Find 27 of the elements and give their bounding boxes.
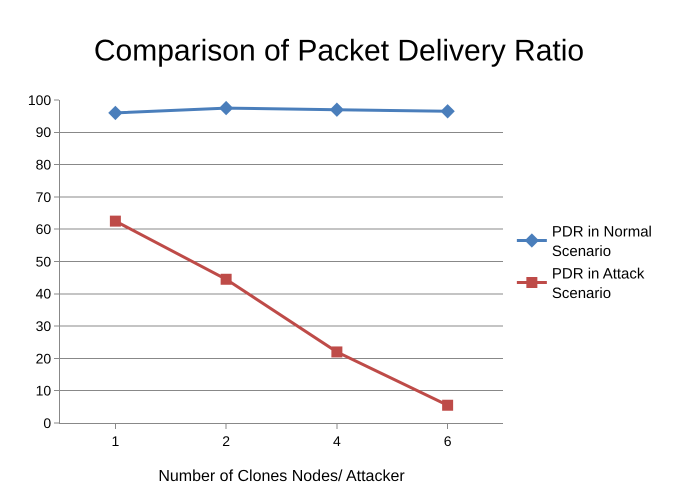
y-tick-label: 50 (36, 253, 52, 270)
point (110, 216, 121, 227)
x-tick-label: 6 (444, 432, 452, 449)
y-tick-label: 90 (36, 124, 52, 140)
point (440, 104, 455, 118)
legend-label: PDR in Normal Scenario (552, 224, 652, 260)
y-tick-label: 100 (28, 92, 52, 108)
point (331, 346, 342, 358)
y-tick-label: 10 (36, 382, 52, 399)
y-tick-label: 0 (43, 414, 52, 431)
point (330, 102, 344, 117)
x-tick-label: 1 (111, 432, 120, 449)
y-tick-label: 20 (36, 350, 52, 366)
y-tick-label: 80 (36, 156, 52, 172)
x-tick-label: 2 (222, 432, 230, 449)
point (218, 100, 234, 116)
point (442, 400, 454, 411)
chart-title: Comparison of Packet Delivery Ratio (94, 34, 584, 68)
y-tick-label: 40 (36, 286, 52, 302)
y-tick-label: 70 (36, 188, 52, 205)
x-tick-label: 4 (332, 432, 341, 449)
y-tick-label: 60 (36, 221, 52, 238)
legend-label: PDR in Attack Scenario (552, 266, 645, 302)
x-axis-title: Number of Clones Nodes/ Attacker (158, 468, 406, 485)
point (108, 106, 123, 120)
point (220, 274, 232, 285)
y-tick-label: 30 (36, 318, 52, 334)
